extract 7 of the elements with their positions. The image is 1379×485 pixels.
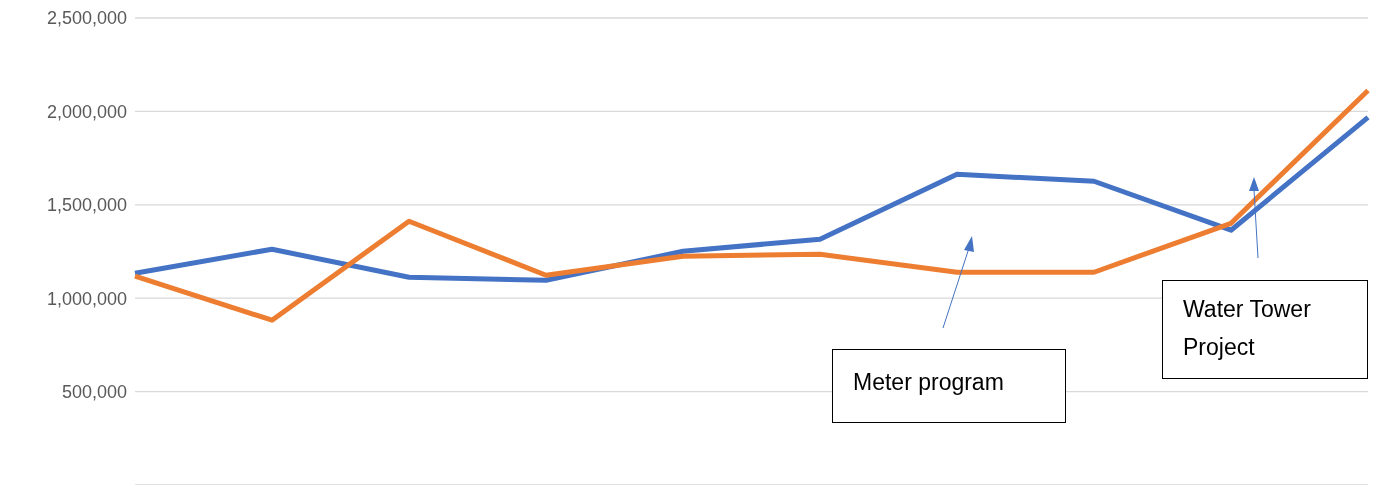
y-tick-label: 500,000 [61,381,127,402]
y-tick-label: 2,000,000 [46,101,127,122]
text-box: Meter program [832,349,1066,423]
y-tick-label: 1,000,000 [46,288,127,309]
y-tick-label: 2,500,000 [46,8,127,29]
text-box: Water Tower Project [1162,280,1368,379]
y-tick-label: 1,500,000 [46,195,127,216]
